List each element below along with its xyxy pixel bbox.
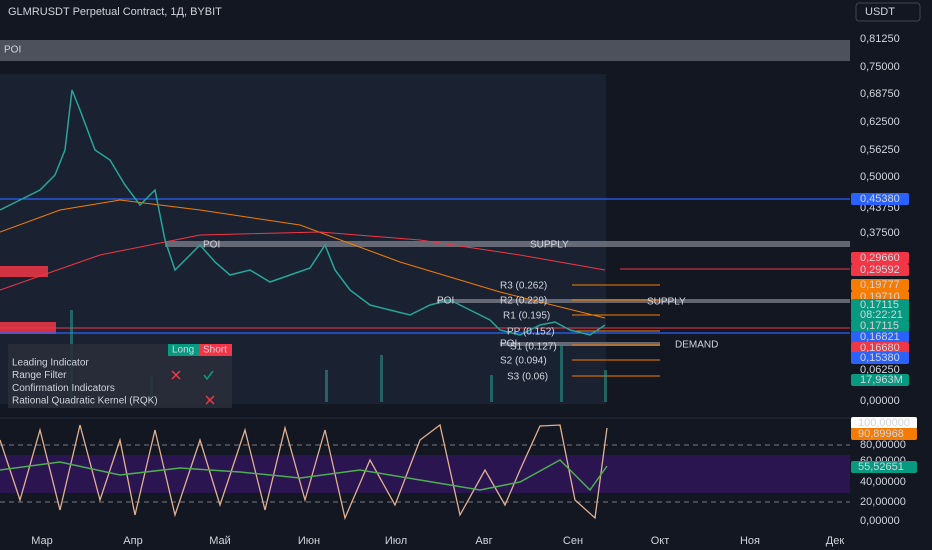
chart-annotation: POI [500, 339, 517, 350]
poi-zone [437, 299, 850, 303]
time-label: Мар [31, 535, 53, 547]
check-icon [203, 370, 214, 381]
price-label: 0,56250 [860, 144, 900, 156]
chart-annotation: S2 (0.094) [500, 356, 547, 367]
oscillator-signal [0, 459, 608, 492]
currency-button[interactable] [855, 2, 921, 22]
price-badge [851, 320, 909, 332]
price-badge [851, 309, 909, 321]
moving-average [0, 231, 606, 291]
price-badge-label: 0,16821 [860, 331, 900, 343]
time-label: Сен [563, 535, 583, 547]
chart-annotation: S3 (0.06) [507, 372, 548, 383]
oscillator-line [0, 423, 608, 521]
price-badge [851, 299, 909, 311]
price-label: 0,62500 [860, 116, 900, 128]
pivot-lines [572, 284, 660, 377]
oscillator-label: 0,00000 [860, 515, 900, 527]
supply-zone [0, 266, 48, 277]
price-badge [851, 193, 909, 205]
price-badge [851, 279, 909, 291]
price-badge [851, 374, 909, 386]
symbol-title: GLMRUSDT Perpetual Contract, 1Д, BYBIT [8, 6, 222, 18]
chart-annotation: S1 (0.127) [510, 342, 557, 353]
price-label: 0,68750 [860, 88, 900, 100]
chart-annotation: POI [203, 240, 220, 251]
price-badge [851, 252, 909, 264]
time-label: Апр [123, 535, 142, 547]
oscillator-badge [851, 417, 917, 429]
poi-zone [500, 342, 660, 346]
price-label: 0,37500 [860, 227, 900, 239]
price-badge [851, 331, 909, 343]
chart-annotation: SUPPLY [530, 240, 569, 251]
time-scale [0, 530, 850, 550]
price-badge-label: 0,19777 [860, 279, 900, 291]
oscillator-label: 80,00000 [860, 439, 906, 451]
time-label: Июл [385, 535, 407, 547]
oscillator-badge [851, 428, 917, 440]
time-label: Май [209, 535, 231, 547]
table-header: Short [203, 345, 227, 356]
time-label: Дек [826, 535, 845, 547]
chart-annotation: PP (0.152) [507, 327, 555, 338]
time-label: Авг [475, 535, 492, 547]
price-badge-label: 0,45380 [860, 193, 900, 205]
time-label: Июн [298, 535, 320, 547]
chart-annotation: SUPPLY [647, 297, 686, 308]
price-label: 0,75000 [860, 61, 900, 73]
oscillator-badge-label: 100,00000 [858, 417, 910, 429]
table-header: Long [172, 345, 194, 356]
price-badge-label: 0,15380 [860, 352, 900, 364]
chart-annotation: DEMAND [675, 340, 718, 351]
oscillator-label: 20,00000 [860, 496, 906, 508]
price-badge-label: 0,17115 [860, 299, 899, 311]
price-badge [851, 352, 909, 364]
price-badge-label: 0,16680 [860, 342, 900, 354]
price-badge-label: 0,17115 [860, 320, 899, 332]
chart-annotation: POI [4, 45, 21, 56]
moving-average [0, 199, 606, 319]
price-badge-label: 0,29660 [860, 252, 900, 264]
chart-annotation: R3 (0.262) [500, 281, 547, 292]
chart-annotation: POI [437, 296, 454, 307]
price-badge-label: 17,963M [860, 374, 903, 386]
cross-icon [205, 395, 215, 405]
price-badge [851, 264, 909, 276]
price-label: 0,06250 [860, 364, 900, 376]
poi-zone [0, 40, 850, 61]
oscillator-badge-label: 90,89968 [858, 428, 904, 440]
price-badge-label: 08:22:21 [860, 309, 903, 321]
table-row-label: Leading Indicator [12, 358, 89, 369]
price-line [0, 89, 606, 336]
price-badge-label: 0,29592 [860, 264, 900, 276]
chart-annotation: R1 (0.195) [503, 311, 550, 322]
time-label: Ноя [740, 535, 760, 547]
price-label: 0,50000 [860, 171, 900, 183]
chart-annotation: R2 (0.229) [500, 296, 547, 307]
oscillator-badge [851, 461, 917, 473]
poi-zone [165, 241, 850, 247]
price-label: 0,00000 [860, 395, 900, 407]
table-row-label: Confirmation Indicators [12, 383, 115, 394]
table-row-label: Range Filter [12, 370, 67, 381]
short-header-cell [199, 344, 232, 356]
oscillator-label: 40,00000 [860, 476, 906, 488]
cross-icon [171, 370, 181, 380]
price-badge [851, 342, 909, 354]
currency-label[interactable]: USDT [865, 6, 895, 18]
time-label: Окт [651, 535, 670, 547]
long-header-cell [168, 344, 199, 356]
oscillator-badge-label: 55,52651 [858, 461, 904, 473]
table-row-label: Rational Quadratic Kernel (RQK) [12, 395, 158, 406]
price-label: 0,81250 [860, 33, 900, 45]
